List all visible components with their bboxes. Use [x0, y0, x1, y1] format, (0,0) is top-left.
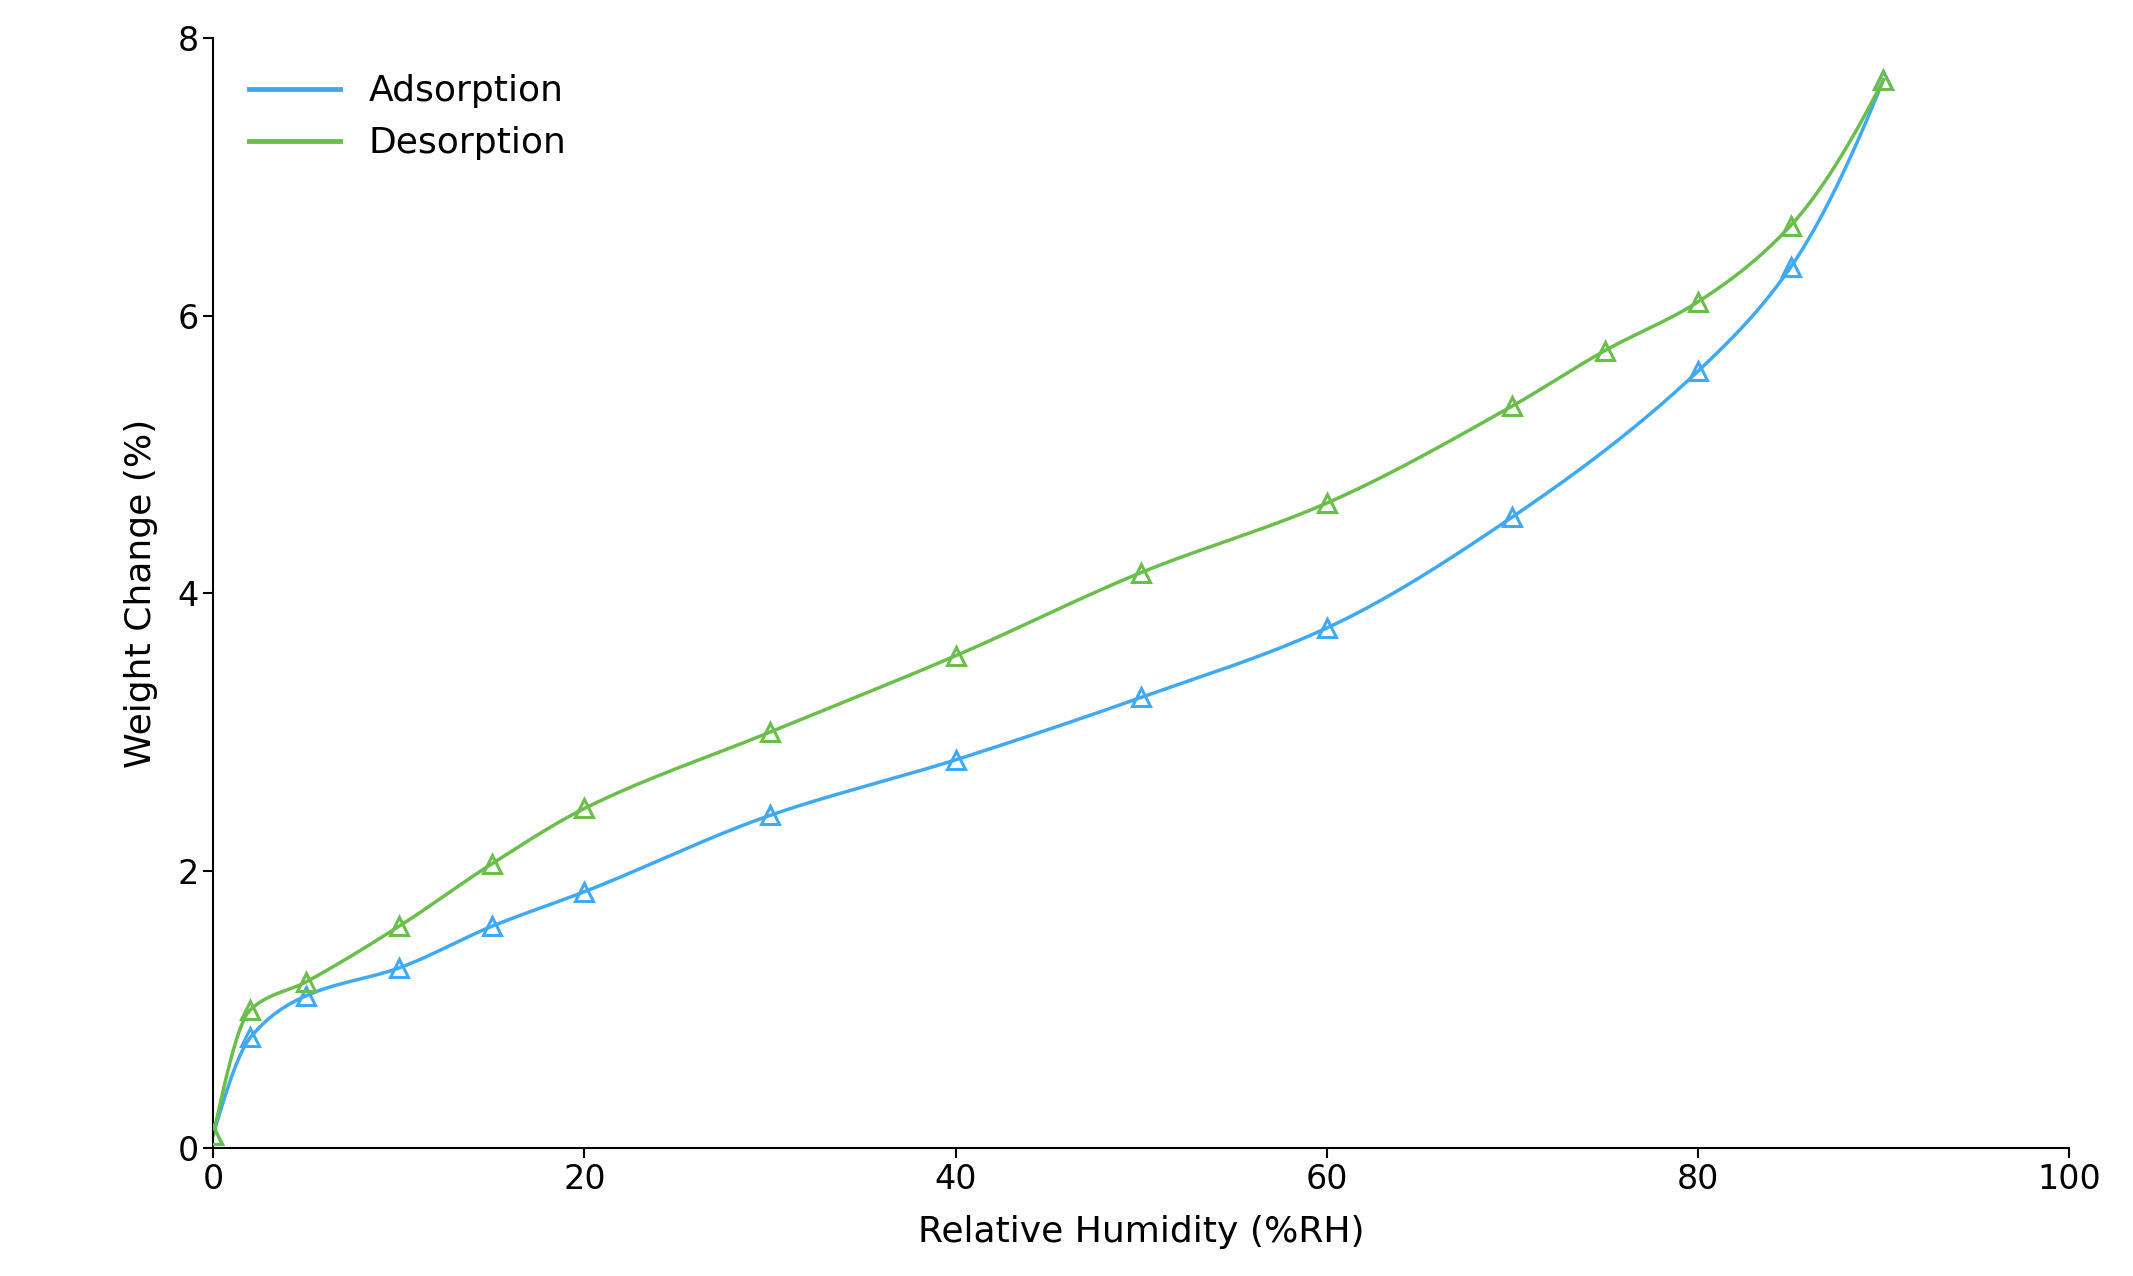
X-axis label: Relative Humidity (%RH): Relative Humidity (%RH)	[917, 1216, 1365, 1249]
Y-axis label: Weight Change (%): Weight Change (%)	[124, 419, 158, 768]
Legend: Adsorption, Desorption: Adsorption, Desorption	[230, 56, 584, 179]
